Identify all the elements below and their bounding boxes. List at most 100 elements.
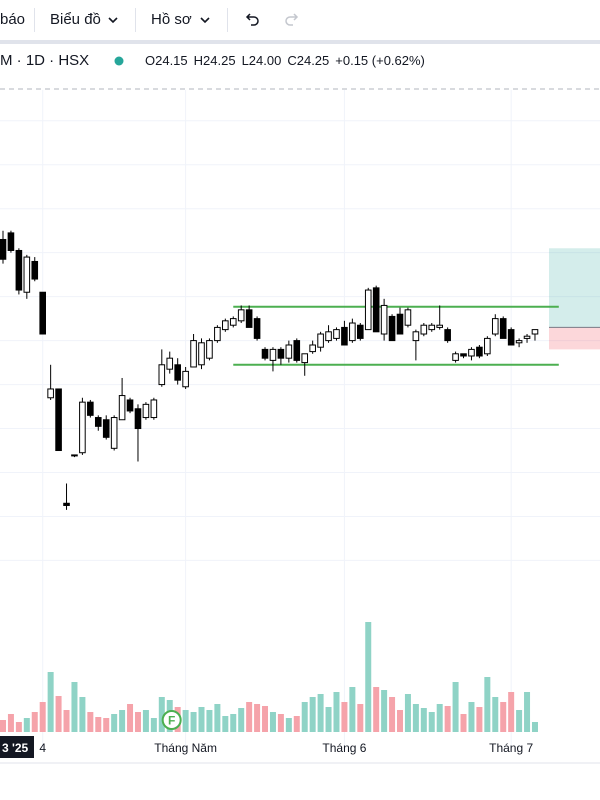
candle-body [150,399,158,419]
volume-bar [222,716,229,732]
status-dot [114,56,124,66]
candle-body [118,395,126,421]
volume-bar [55,696,62,732]
volume-bar [373,687,380,732]
candle-body [428,324,436,331]
volume-bar [134,712,141,732]
volume-bar [238,708,245,732]
volume-bar [468,702,475,732]
volume-bar [182,710,189,732]
candle-body [444,329,451,342]
x-tick-label: Tháng 7 [489,741,533,755]
candle-body [7,232,15,251]
candle-body [47,388,54,399]
candle-body [285,344,293,359]
candle-body [491,318,499,335]
volume-bar [15,722,22,732]
candle-body [198,342,205,366]
candle-body [420,324,428,335]
volume-bar [484,677,491,732]
candle-body [102,419,110,438]
candle-body [388,315,396,342]
low-value: L24.00 [241,53,282,68]
volume-bar [412,704,419,732]
candle-body [507,329,515,346]
candle-body [166,357,174,370]
stop-zone [549,327,600,350]
volume-bar [531,722,538,732]
volume-bar [47,672,54,732]
volume-bar [476,707,483,732]
x-tick-label: Tháng 6 [322,741,366,755]
crosshair-date-box [0,736,34,758]
volume-bar [127,704,134,732]
candle-body [309,344,316,353]
candle-body [269,348,277,361]
volume-bar [452,682,459,732]
candle-body [55,388,62,452]
candle-body [110,417,118,449]
candle-body [134,408,142,430]
menu-item[interactable]: Biểu đồ [50,11,101,28]
redo-button[interactable] [282,10,302,30]
volume-bar [31,712,38,732]
volume-bar [460,714,467,732]
volume-bar [246,702,253,732]
chevron[interactable] [199,14,211,26]
close-value: C24.25 [287,53,330,68]
undo-button[interactable] [242,10,262,30]
volume-bar [230,714,237,732]
volume-bar [95,717,102,732]
candle-body [39,291,47,335]
volume-bar [269,712,276,732]
volume-bar [516,710,523,732]
menu-item[interactable]: báo [0,11,26,28]
volume-bar [309,697,316,732]
candle-body [87,401,94,416]
candle-body [190,340,197,368]
candle-body [460,353,467,357]
volume-bar [63,710,70,732]
volume-bar [293,716,300,732]
volume-bar [7,714,14,732]
chevron[interactable] [107,14,119,26]
candle-body [79,401,86,454]
candle-body [531,329,539,335]
volume-bar [357,704,364,732]
x-tick-label: 4 [39,741,46,755]
candle-body [396,313,404,335]
event-marker-label: F [168,714,175,728]
volume-bar [381,690,388,732]
candle-body [476,346,483,357]
volume-bar [500,702,507,732]
candle-body [206,340,213,359]
menu-item[interactable]: Hồ sơ [151,11,192,28]
candle-body [182,370,189,388]
candle-body [412,331,420,342]
volume-bar [79,697,86,732]
volume-bar [262,706,269,732]
volume-bar [492,697,499,732]
symbol[interactable]: M · 1D · HSX [0,52,90,69]
candle-body [126,399,134,412]
volume-bar [206,710,213,732]
volume-bar [103,718,110,732]
candle-body [253,318,261,339]
event-marker [161,710,182,730]
volume-bar [404,694,411,732]
candle-body [0,238,7,260]
candle-body [357,324,364,339]
separator [34,8,35,32]
candle-body [237,309,245,322]
change-value: +0.15 (+0.62%) [335,53,425,68]
volume-bar [119,710,126,732]
candle-body [452,353,459,361]
candle-body [333,329,340,339]
candle-body [23,256,31,293]
separator [135,8,136,32]
volume-bar [436,704,443,732]
candle-body [142,403,150,419]
volume-bar [150,718,157,732]
volume-bar [301,702,308,732]
